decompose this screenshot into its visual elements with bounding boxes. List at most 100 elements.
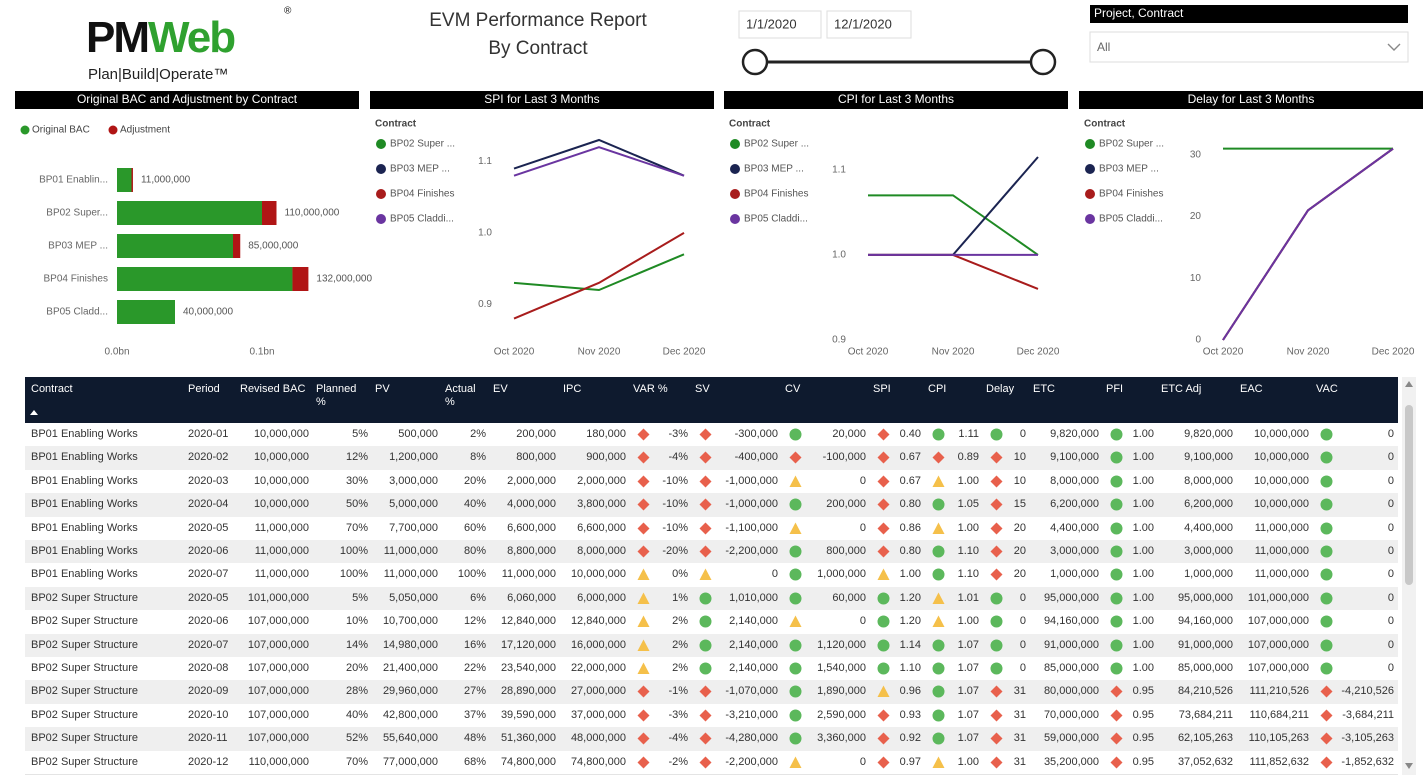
table-cell: 1,120,000	[817, 638, 866, 651]
circle	[1320, 592, 1333, 605]
x-tick-label: 0.1bn	[249, 347, 274, 358]
table-cell: 8,000,000	[1050, 474, 1099, 487]
table-cell: 11,000,000	[501, 568, 556, 581]
status-icon	[699, 662, 712, 675]
y-tick-label: 1.1	[832, 164, 846, 175]
table-cell: -3,684,211	[1342, 708, 1394, 721]
table-cell: 3,360,000	[817, 732, 866, 745]
table-row: BP02 Super Structure 2020-07 107,000,000 14…	[25, 633, 1398, 658]
table-cell: 31	[1013, 708, 1026, 721]
bar-segment	[117, 168, 132, 192]
status-icon	[789, 592, 802, 605]
table-cell: 14%	[345, 638, 368, 651]
status-icon	[1110, 639, 1123, 652]
status-icon	[1320, 732, 1333, 745]
table-cell: 23,540,000	[500, 662, 556, 674]
y-tick-label: 30	[1190, 149, 1202, 160]
scrollbar[interactable]	[1402, 377, 1416, 775]
legend-label: BP05 Claddi...	[390, 214, 454, 225]
table-cell: 6,600,000	[577, 521, 626, 534]
table-cell: 1%	[672, 591, 688, 604]
table-cell: 50%	[345, 498, 368, 511]
circle	[1110, 428, 1123, 441]
column-header: ETC Adj	[1161, 383, 1202, 395]
status-icon	[990, 756, 1003, 769]
status-icon	[699, 522, 712, 535]
status-icon	[1110, 498, 1123, 511]
scroll-up[interactable]	[1405, 381, 1413, 387]
status-icon	[699, 568, 712, 581]
table-row: BP01 Enabling Works 2020-03 10,000,000 30% 3…	[25, 469, 1398, 495]
status-icon	[1110, 615, 1123, 628]
date-box[interactable]	[738, 10, 822, 39]
scroll-down[interactable]	[1405, 763, 1413, 769]
diamond	[1110, 732, 1123, 745]
legend-label: BP04 Finishes	[744, 189, 808, 200]
diamond	[877, 428, 890, 441]
table-cell: 2020-05	[188, 521, 229, 534]
diamond	[877, 451, 890, 464]
circle	[699, 639, 712, 652]
series-line	[513, 231, 685, 320]
table-cell: -1,000,000	[725, 474, 778, 487]
table-cell: 1.10	[957, 568, 979, 581]
status-icon	[1320, 756, 1333, 769]
table-row: BP02 Super Structure 2020-05 101,000,000 5%…	[25, 586, 1398, 612]
slider-handle[interactable]	[741, 48, 769, 76]
status-icon	[1110, 545, 1123, 558]
status-icon	[699, 545, 712, 558]
filter-dropdown[interactable]	[1089, 31, 1409, 63]
status-icon	[699, 451, 712, 464]
report-title: EVM Performance Report	[429, 10, 647, 31]
circle	[932, 639, 945, 652]
table-cell: 37%	[463, 708, 486, 721]
date-box[interactable]	[826, 10, 912, 39]
table-cell: 500,000	[398, 428, 438, 440]
table-cell: 0.93	[899, 708, 921, 721]
table-cell: 1.07	[957, 732, 979, 745]
status-icon	[637, 662, 650, 674]
table-cell: 6,000,000	[577, 591, 626, 604]
x-tick-label: Nov 2020	[932, 347, 975, 358]
table-cell: BP02 Super Structure	[31, 638, 139, 651]
circle	[932, 545, 945, 558]
legend-label: BP02 Super ...	[744, 139, 809, 150]
status-icon	[877, 615, 890, 628]
table-cell: BP02 Super Structure	[31, 685, 139, 698]
circle	[789, 568, 802, 581]
slider-handle[interactable]	[1029, 48, 1057, 76]
status-icon	[699, 756, 712, 769]
table-cell: 110,684,211	[1249, 708, 1309, 721]
table-cell: 10	[1013, 474, 1026, 487]
status-icon	[990, 498, 1003, 511]
circle	[990, 592, 1003, 605]
circle	[877, 662, 890, 675]
table-cell: 100%	[339, 545, 368, 557]
table-cell: 20%	[463, 474, 486, 487]
table-cell: 10,700,000	[382, 615, 438, 628]
table-cell: 0	[1387, 591, 1394, 604]
diamond	[699, 522, 712, 535]
table-cell: 100%	[339, 568, 368, 581]
status-icon	[789, 756, 802, 768]
table-cell: 2,140,000	[729, 615, 778, 628]
status-icon	[1320, 498, 1333, 511]
diamond	[1110, 709, 1123, 722]
table-cell: BP02 Super Structure	[31, 591, 139, 604]
table-cell: 0.95	[1132, 732, 1154, 745]
table-cell: 2020-10	[188, 708, 229, 721]
table-cell: 900,000	[586, 451, 626, 464]
scroll-thumb[interactable]	[1405, 405, 1413, 585]
column-header: ETC	[1033, 383, 1055, 395]
circle	[990, 639, 1003, 652]
table-row: BP02 Super Structure 2020-09 107,000,000 28…	[25, 680, 1398, 705]
table-cell: BP02 Super Structure	[31, 708, 139, 721]
legend-marker	[376, 214, 386, 224]
table-cell: 3,000,000	[1184, 545, 1233, 557]
diamond	[637, 545, 650, 558]
table-cell: 1.00	[957, 521, 979, 534]
table-cell: 17,120,000	[500, 638, 556, 651]
table-cell: 16,000,000	[570, 638, 626, 651]
legend-label: BP02 Super ...	[1099, 139, 1164, 150]
table-cell: 20	[1013, 568, 1026, 581]
